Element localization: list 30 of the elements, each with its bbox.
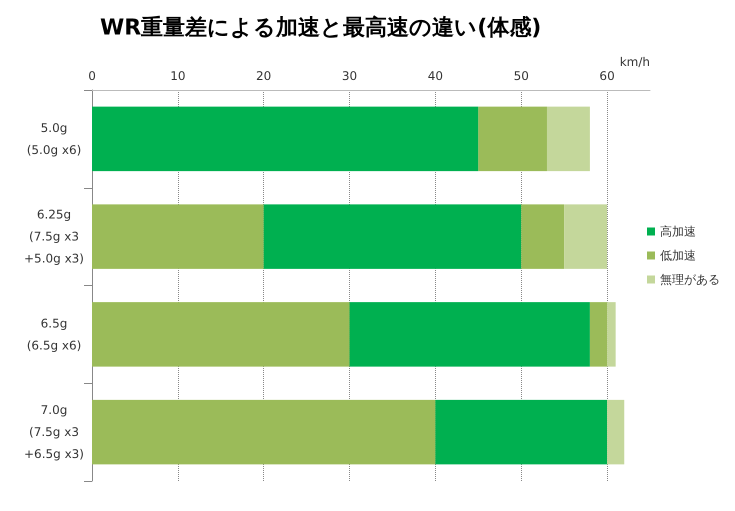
bar <box>92 204 264 269</box>
bar <box>521 204 564 269</box>
y-tick-label: 6.25g (7.5g x3 +5.0g x3) <box>24 208 84 266</box>
bar <box>590 302 608 367</box>
x-tick-label: 50 <box>514 69 529 83</box>
x-tick-label: 30 <box>342 69 358 83</box>
x-tick-label: 0 <box>88 69 96 83</box>
bar <box>92 302 350 367</box>
bar <box>607 302 616 367</box>
bar <box>350 302 590 367</box>
bar <box>92 400 436 464</box>
legend-label: 高加速 <box>660 224 696 238</box>
x-tick-label: 60 <box>599 69 615 83</box>
bar <box>607 400 624 464</box>
chart-title: WR重量差による加速と最高速の違い(体感) <box>100 14 542 40</box>
y-tick-label: 5.0g (5.0g x6) <box>26 120 82 157</box>
legend-label: 無理がある <box>660 272 720 286</box>
bar <box>435 400 608 464</box>
bar <box>478 106 547 172</box>
y-tick-label: 6.5g (6.5g x6) <box>26 316 82 352</box>
x-tick-label: 40 <box>428 69 444 83</box>
y-tick-label: 7.0g (7.5g x3 +6.5g x3) <box>24 403 84 462</box>
bar <box>264 204 522 269</box>
bar <box>546 106 590 172</box>
x-tick-label: 20 <box>256 69 272 83</box>
bar <box>92 106 478 172</box>
bar <box>564 204 608 269</box>
x-tick-label: 10 <box>170 69 186 83</box>
legend-label: 低加速 <box>660 248 696 262</box>
x-axis-title: km/h <box>620 55 650 69</box>
